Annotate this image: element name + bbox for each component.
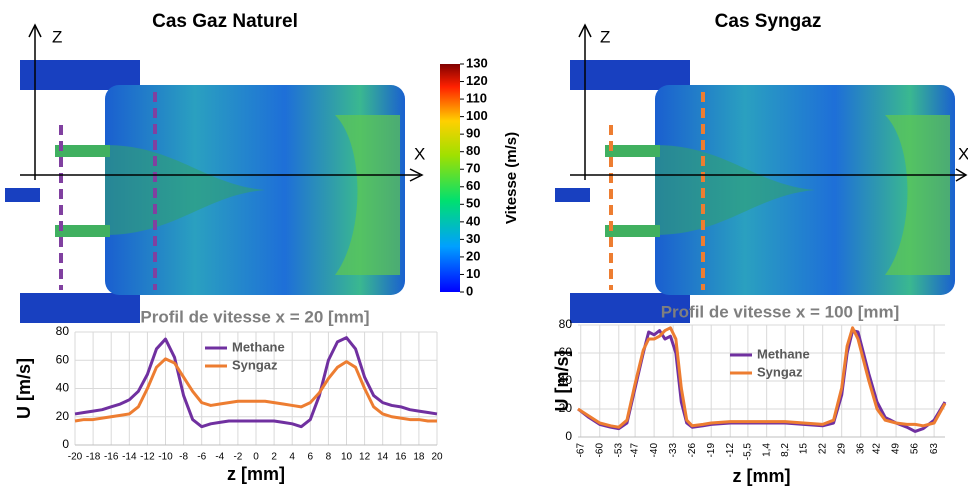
colorbar-tick-label: 20 [466, 248, 480, 263]
x-tick-label: 63 [929, 443, 940, 455]
x-tick-label: -4 [215, 452, 224, 463]
y-tick-label: 80 [56, 324, 70, 338]
chart-title: Profil de vitesse x = 20 [mm] [140, 307, 369, 326]
x-axis-label: z [mm] [733, 466, 791, 486]
y-tick-label: 0 [62, 437, 69, 451]
y-tick-label: 0 [565, 429, 572, 443]
y-axis-label: U [m/s] [552, 350, 572, 411]
y-tick-label: 20 [559, 401, 573, 415]
x-tick-label: 20 [431, 452, 443, 463]
x-tick-label: -18 [86, 452, 101, 463]
y-tick-label: 80 [559, 317, 573, 331]
x-tick-label: -2 [233, 452, 242, 463]
x-tick-label: -53 [613, 443, 624, 458]
colorbar-tick-label: 100 [466, 108, 488, 123]
x-tick-label: -12 [725, 443, 736, 458]
x-tick-label: 15 [798, 443, 809, 455]
line [74, 336, 438, 429]
y-tick-label: 60 [56, 352, 70, 366]
x-tick-label: 8,2 [780, 443, 791, 457]
x-tick-label: 49 [891, 443, 902, 455]
panel-title: Cas Syngaz [715, 11, 822, 32]
y-tick-label: 40 [559, 373, 573, 387]
x-tick-label: 10 [341, 452, 353, 463]
colorbar-tick-label: 70 [466, 161, 480, 176]
cfd-left [5, 23, 424, 323]
x-tick-label: -19 [706, 443, 717, 458]
axis-label: Z [52, 27, 62, 46]
x-tick-label: 1,4 [761, 443, 772, 457]
axis-label: Z [600, 27, 610, 46]
x-tick-label: 56 [910, 443, 921, 455]
x-tick-label: 22 [817, 443, 828, 455]
colorbar-tick-label: 90 [466, 126, 480, 141]
x-tick-label: -14 [122, 452, 137, 463]
x-tick-label: 2 [271, 452, 277, 463]
colorbar-tick-label: 10 [466, 266, 480, 281]
x-tick-label: -40 [649, 443, 660, 458]
y-tick-label: 20 [56, 409, 70, 423]
colorbar-tick-label: 40 [466, 213, 480, 228]
line [74, 357, 437, 423]
colorbar-tick-label: 60 [466, 178, 480, 193]
x-tick-label: 8 [326, 452, 332, 463]
x-tick-label: 36 [855, 443, 866, 455]
x-tick-label: 29 [836, 443, 847, 455]
axis-label: X [958, 144, 968, 163]
colorbar-tick-label: 110 [466, 91, 487, 106]
colorbar-tick-label: 30 [466, 231, 480, 246]
colorbar-tick-label: 130 [466, 55, 488, 70]
x-axis-label: z [mm] [227, 464, 285, 484]
x-tick-label: -12 [140, 452, 155, 463]
x-tick-label: 0 [253, 452, 259, 463]
x-tick-label: -26 [687, 443, 698, 458]
x-tick-label: -67 [575, 443, 586, 458]
x-tick-label: -16 [104, 452, 119, 463]
axis-label: X [414, 144, 425, 163]
y-axis-label: U [m/s] [14, 358, 34, 419]
y-tick-label: 60 [559, 345, 573, 359]
colorbar-tick-label: 0 [466, 283, 473, 298]
x-tick-label: -8 [179, 452, 188, 463]
legend-label: Syngaz [232, 357, 278, 372]
chart-title: Profil de vitesse x = 100 [mm] [661, 302, 900, 321]
legend-label: Syngaz [757, 364, 803, 379]
x-tick-label: -5,5 [743, 443, 754, 461]
panel-title: Cas Gaz Naturel [152, 11, 298, 32]
colorbar-tick-label: 120 [466, 73, 488, 88]
colorbar-tick-label: 80 [466, 143, 480, 158]
colorbar [440, 64, 460, 292]
x-tick-label: -10 [158, 452, 173, 463]
x-tick-label: -33 [668, 443, 679, 458]
legend-label: Methane [232, 339, 285, 354]
x-tick-label: 12 [359, 452, 371, 463]
x-tick-label: 4 [289, 452, 295, 463]
x-tick-label: -60 [594, 443, 605, 458]
colorbar-label: Vitesse (m/s) [503, 132, 520, 224]
x-tick-label: 18 [413, 452, 425, 463]
x-tick-label: 16 [395, 452, 407, 463]
line [577, 326, 947, 429]
colorbar-tick-label: 50 [466, 196, 480, 211]
x-tick-label: -20 [68, 452, 83, 463]
legend-label: Methane [757, 346, 810, 361]
x-tick-label: 42 [872, 443, 883, 455]
x-tick-label: 6 [308, 452, 314, 463]
cfd-right [555, 23, 968, 323]
x-tick-label: 14 [377, 452, 389, 463]
x-tick-label: -6 [197, 452, 206, 463]
x-tick-label: -47 [630, 443, 641, 458]
y-tick-label: 40 [56, 381, 70, 395]
